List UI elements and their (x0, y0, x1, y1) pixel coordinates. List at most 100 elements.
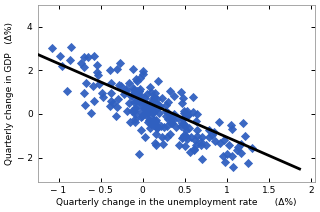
Point (153, 143, 158, 146)
Point (135, 105, 140, 108)
Point (57, 55, 62, 58)
Point (186, 113, 191, 117)
Point (141, 106, 147, 109)
Point (89, 111, 94, 114)
Point (108, 69, 113, 72)
Point (230, 165, 236, 168)
Point (142, 96, 148, 99)
Point (132, 101, 137, 104)
Point (137, 100, 142, 103)
Point (132, 117, 138, 121)
Point (176, 143, 181, 146)
Point (165, 100, 170, 104)
Point (82, 55, 87, 59)
Point (134, 100, 139, 103)
Point (124, 109, 129, 113)
Point (149, 116, 155, 120)
Point (180, 135, 185, 139)
Point (163, 109, 168, 113)
Point (143, 108, 148, 112)
Point (194, 119, 199, 123)
Point (191, 148, 196, 151)
Point (154, 126, 159, 130)
Point (199, 135, 204, 138)
Point (137, 76, 142, 79)
Point (153, 120, 158, 124)
Point (95, 63, 100, 67)
Point (180, 121, 185, 125)
Point (132, 106, 137, 110)
Point (142, 112, 148, 115)
Point (160, 96, 165, 99)
Point (195, 113, 200, 116)
Point (69, 45, 74, 49)
Point (165, 135, 170, 138)
Point (82, 91, 87, 94)
Point (194, 143, 199, 146)
Point (143, 113, 148, 117)
Point (111, 101, 116, 105)
Point (84, 81, 89, 85)
Point (180, 101, 185, 105)
Point (128, 94, 133, 98)
Point (182, 145, 188, 148)
Point (154, 102, 159, 105)
Point (68, 59, 73, 62)
Point (92, 99, 97, 103)
Point (169, 117, 174, 120)
Point (161, 125, 166, 129)
Point (183, 128, 188, 132)
Point (180, 117, 185, 121)
Point (153, 132, 158, 136)
Point (183, 114, 188, 118)
Point (222, 138, 227, 142)
Point (238, 142, 243, 145)
Point (153, 120, 158, 123)
Point (132, 112, 138, 115)
Point (153, 108, 158, 112)
Point (168, 133, 173, 136)
Point (161, 143, 166, 146)
Point (100, 92, 105, 95)
Point (191, 110, 196, 114)
Point (139, 116, 144, 119)
Point (175, 117, 180, 120)
Point (94, 70, 99, 73)
Point (78, 62, 83, 65)
Point (186, 113, 191, 116)
Point (184, 137, 189, 141)
Point (101, 95, 106, 99)
Point (193, 139, 198, 142)
Point (149, 121, 154, 124)
Point (144, 106, 149, 110)
Point (181, 123, 186, 126)
Point (206, 135, 212, 138)
Point (180, 136, 185, 139)
Point (225, 152, 230, 155)
Point (182, 133, 187, 136)
Point (139, 128, 144, 131)
Point (96, 82, 101, 86)
Point (158, 124, 163, 127)
Point (188, 135, 194, 139)
Point (114, 68, 119, 71)
Point (222, 160, 227, 163)
Point (144, 92, 149, 96)
Point (198, 144, 203, 147)
Point (135, 80, 140, 83)
Point (138, 100, 143, 103)
Point (82, 66, 87, 69)
Point (91, 54, 96, 57)
Point (143, 101, 148, 104)
Point (115, 105, 120, 108)
Point (229, 128, 235, 131)
Point (139, 94, 144, 98)
Point (137, 89, 142, 92)
Point (157, 104, 162, 108)
Point (243, 135, 248, 138)
Point (149, 91, 154, 94)
Point (133, 78, 138, 81)
Point (155, 97, 160, 100)
Point (65, 89, 70, 93)
Point (221, 155, 226, 158)
